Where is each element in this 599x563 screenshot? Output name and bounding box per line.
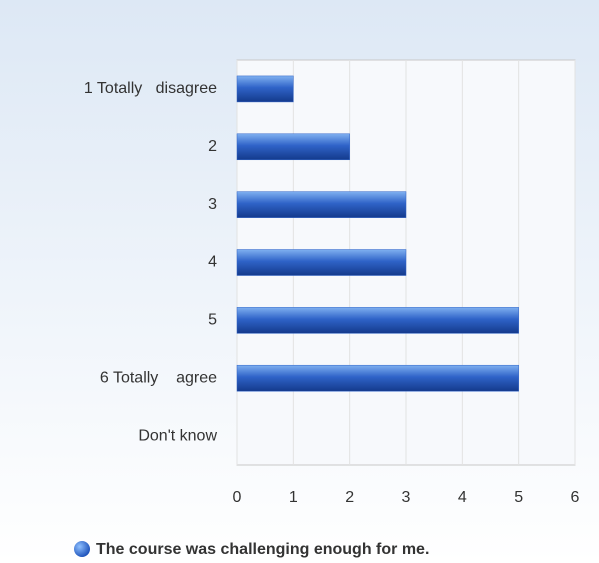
bar xyxy=(236,75,294,103)
y-tick-label: 6 Totally agree xyxy=(100,369,217,386)
x-tick-label: 5 xyxy=(514,489,523,506)
bar xyxy=(236,307,519,334)
legend-marker xyxy=(74,541,90,557)
y-tick-label: 4 xyxy=(208,254,217,271)
x-tick-label: 6 xyxy=(571,489,580,506)
y-tick-label: 1 Totally disagree xyxy=(84,80,217,97)
x-tick-label: 3 xyxy=(402,489,411,506)
y-tick-label: Don't know xyxy=(138,427,217,444)
y-tick-label: 5 xyxy=(208,312,217,329)
bar xyxy=(236,133,350,161)
bar xyxy=(236,364,519,392)
legend-label: The course was challenging enough for me… xyxy=(96,541,429,558)
bar xyxy=(236,249,407,276)
x-tick-label: 0 xyxy=(233,489,242,506)
bar xyxy=(236,191,407,218)
x-tick-label: 4 xyxy=(458,489,467,506)
y-tick-label: 3 xyxy=(208,196,217,213)
y-tick-label: 2 xyxy=(208,138,217,155)
x-tick-label: 1 xyxy=(289,489,298,506)
x-tick-label: 2 xyxy=(345,489,354,506)
